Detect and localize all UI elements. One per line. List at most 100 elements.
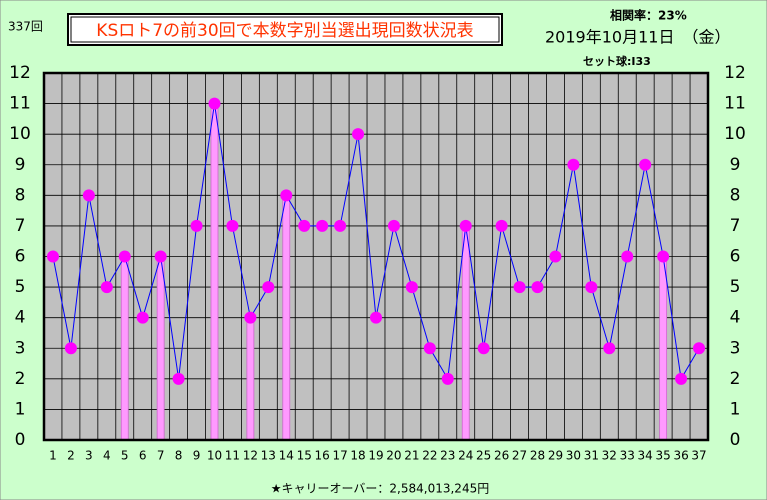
y-tick-label: 1 bbox=[15, 399, 26, 419]
marker bbox=[352, 128, 365, 141]
y-tick-label: 12 bbox=[9, 63, 31, 83]
bar bbox=[461, 225, 470, 441]
x-tick-label: 17 bbox=[332, 449, 347, 463]
x-tick-label: 16 bbox=[315, 449, 330, 463]
y-tick-label: 2 bbox=[15, 369, 26, 389]
x-tick-label: 12 bbox=[243, 449, 258, 463]
marker bbox=[495, 219, 508, 232]
y-tick-label: 9 bbox=[15, 155, 26, 175]
marker bbox=[693, 342, 706, 355]
x-tick-label: 3 bbox=[85, 449, 93, 463]
bar bbox=[156, 256, 165, 441]
x-tick-label: 30 bbox=[566, 449, 581, 463]
x-tick-label: 36 bbox=[673, 449, 688, 463]
x-tick-label: 21 bbox=[404, 449, 419, 463]
x-tick-label: 10 bbox=[207, 449, 222, 463]
title-box bbox=[67, 13, 503, 46]
x-tick-label: 27 bbox=[512, 449, 527, 463]
marker bbox=[513, 281, 526, 294]
y2-tick-label: 2 bbox=[730, 369, 741, 389]
marker bbox=[46, 250, 59, 263]
marker bbox=[262, 281, 275, 294]
y2-tick-label: 6 bbox=[730, 247, 741, 267]
x-tick-label: 8 bbox=[175, 449, 183, 463]
marker bbox=[226, 219, 239, 232]
marker bbox=[136, 311, 149, 324]
marker bbox=[567, 158, 580, 171]
marker bbox=[387, 219, 400, 232]
marker bbox=[531, 281, 544, 294]
x-tick-label: 31 bbox=[584, 449, 599, 463]
x-tick-label: 34 bbox=[638, 449, 653, 463]
marker bbox=[675, 372, 688, 385]
x-tick-label: 37 bbox=[691, 449, 706, 463]
ball-set: セット球:I33 bbox=[583, 54, 651, 68]
marker bbox=[334, 219, 347, 232]
x-tick-label: 7 bbox=[157, 449, 165, 463]
marker bbox=[477, 342, 490, 355]
x-tick-label: 2 bbox=[67, 449, 75, 463]
bar bbox=[120, 256, 129, 441]
correlation: 相関率：23% bbox=[610, 8, 687, 23]
marker bbox=[316, 219, 329, 232]
y-tick-label: 4 bbox=[15, 308, 26, 328]
marker bbox=[405, 281, 418, 294]
y-tick-label: 10 bbox=[9, 124, 31, 144]
marker bbox=[639, 158, 652, 171]
footer: ★キャリーオーバー：2,584,013,245円 bbox=[271, 482, 489, 496]
x-tick-label: 6 bbox=[139, 449, 147, 463]
marker bbox=[64, 342, 77, 355]
x-tick-label: 33 bbox=[620, 449, 635, 463]
marker bbox=[585, 281, 598, 294]
y2-tick-label: 9 bbox=[730, 155, 741, 175]
y-tick-label: 6 bbox=[15, 247, 26, 267]
marker bbox=[280, 189, 293, 202]
y-tick-label: 7 bbox=[15, 216, 26, 236]
bar bbox=[282, 194, 291, 441]
chart-title: KSロト7の前30回で本数字別当選出現回数状況表 bbox=[96, 21, 473, 41]
marker bbox=[298, 219, 311, 232]
bar bbox=[659, 256, 668, 441]
x-tick-label: 35 bbox=[655, 449, 670, 463]
date: 2019年10月11日 （金） bbox=[545, 28, 730, 47]
marker bbox=[82, 189, 95, 202]
marker bbox=[441, 372, 454, 385]
x-tick-label: 26 bbox=[494, 449, 509, 463]
x-tick-label: 28 bbox=[530, 449, 545, 463]
y-tick-label: 5 bbox=[15, 277, 26, 297]
x-tick-label: 4 bbox=[103, 449, 111, 463]
y2-tick-label: 1 bbox=[730, 399, 741, 419]
x-tick-label: 19 bbox=[368, 449, 383, 463]
x-tick-label: 29 bbox=[548, 449, 563, 463]
marker bbox=[459, 219, 472, 232]
y2-tick-label: 8 bbox=[730, 185, 741, 205]
marker bbox=[621, 250, 634, 263]
x-tick-label: 14 bbox=[279, 449, 294, 463]
marker bbox=[603, 342, 616, 355]
marker bbox=[370, 311, 382, 324]
y2-tick-label: 5 bbox=[730, 277, 741, 297]
x-tick-label: 1 bbox=[49, 449, 57, 463]
bar bbox=[246, 317, 255, 441]
y-tick-label: 8 bbox=[15, 185, 26, 205]
x-tick-label: 23 bbox=[440, 449, 455, 463]
marker bbox=[118, 250, 131, 263]
x-tick-label: 18 bbox=[350, 449, 365, 463]
y-tick-label: 3 bbox=[15, 338, 26, 358]
marker bbox=[100, 281, 113, 294]
y2-tick-label: 10 bbox=[724, 124, 746, 144]
x-tick-label: 11 bbox=[225, 449, 240, 463]
marker bbox=[190, 219, 203, 232]
y-tick-label: 11 bbox=[9, 94, 31, 114]
x-tick-label: 9 bbox=[193, 449, 201, 463]
marker bbox=[549, 250, 562, 263]
x-tick-label: 5 bbox=[121, 449, 129, 463]
plot-border bbox=[42, 71, 710, 442]
x-tick-label: 13 bbox=[261, 449, 276, 463]
y2-tick-label: 11 bbox=[724, 94, 746, 114]
x-tick-label: 25 bbox=[476, 449, 491, 463]
marker bbox=[154, 250, 167, 263]
y2-tick-label: 12 bbox=[724, 63, 746, 83]
marker bbox=[657, 250, 670, 263]
